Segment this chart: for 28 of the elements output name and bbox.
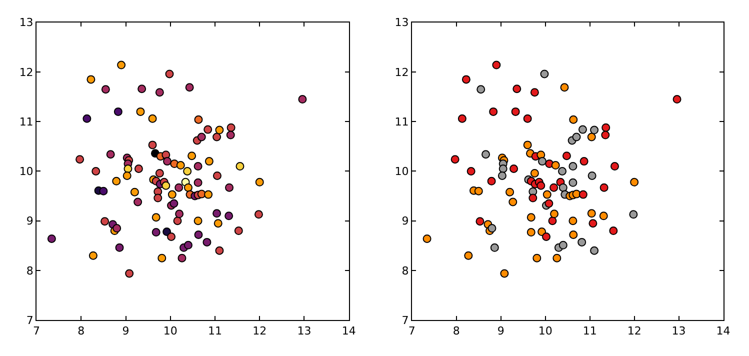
y-tick-label: 9: [26, 214, 34, 228]
x-tick-label: 13: [672, 324, 686, 338]
y-tick-label: 8: [26, 264, 34, 278]
x-tick-label: 9: [497, 324, 504, 338]
y-tick-label: 11: [19, 115, 34, 128]
x-tick-label: 14: [716, 324, 730, 338]
y-tick-label: 13: [394, 16, 409, 30]
x-tick-label: 11: [582, 324, 597, 338]
x-tick-label: 10: [538, 324, 552, 338]
y-tick-label: 11: [394, 115, 409, 128]
x-tick-label: 8: [78, 324, 85, 338]
y-tick-label: 12: [394, 66, 409, 79]
x-tick-label: 11: [208, 324, 222, 338]
y-tick-label: 8: [402, 264, 409, 278]
y-tick-label: 10: [19, 165, 34, 178]
x-tick-label: 13: [297, 324, 312, 338]
x-tick-label: 8: [452, 324, 460, 338]
y-tick-label: 7: [26, 314, 34, 327]
x-tick-label: 14: [342, 324, 356, 338]
y-tick-label: 12: [19, 66, 34, 79]
y-tick-label: 10: [394, 165, 409, 178]
x-tick-label: 12: [252, 324, 267, 338]
y-tick-label: 9: [402, 214, 409, 228]
y-tick-label: 13: [19, 16, 34, 30]
x-tick-label: 9: [122, 324, 130, 338]
x-tick-label: 12: [627, 324, 642, 338]
y-tick-label: 7: [402, 314, 409, 327]
x-tick-label: 10: [163, 324, 178, 338]
